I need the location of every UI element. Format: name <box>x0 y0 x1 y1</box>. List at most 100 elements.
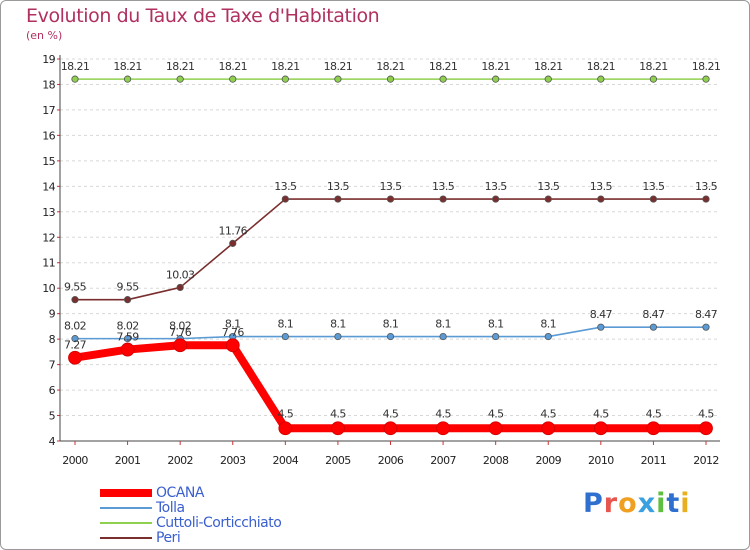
x-tick-label: 2006 <box>378 454 404 467</box>
data-point-ocana <box>331 421 345 436</box>
data-point-ocana <box>225 338 240 353</box>
data-label-peri: 9.55 <box>64 281 87 294</box>
data-point-peri <box>597 195 605 203</box>
data-label-cuttoli-corticchiato: 18.21 <box>376 60 405 73</box>
data-point-cuttoli-corticchiato <box>176 75 184 83</box>
data-label-tolla: 8.1 <box>383 318 399 331</box>
x-tick-label: 2008 <box>483 454 509 467</box>
data-point-peri <box>229 239 237 247</box>
data-label-peri: 13.5 <box>432 180 455 193</box>
data-point-ocana <box>488 421 503 436</box>
data-label-cuttoli-corticchiato: 18.21 <box>61 60 90 73</box>
data-label-peri: 13.5 <box>642 180 665 193</box>
data-label-peri: 13.5 <box>590 180 613 193</box>
x-tick-label: 2012 <box>693 454 719 467</box>
data-label-tolla: 8.1 <box>225 318 241 331</box>
legend-label-peri: Peri <box>156 529 181 546</box>
x-tick-label: 2011 <box>641 454 667 467</box>
legend-label-cuttoli-corticchiato: Cuttoli-Corticchiato <box>156 514 282 531</box>
legend-swatch-cuttoli-corticchiato <box>100 521 152 524</box>
data-label-cuttoli-corticchiato: 18.21 <box>271 60 300 73</box>
data-point-tolla <box>702 323 710 331</box>
data-point-ocana <box>646 421 661 436</box>
y-tick-label: 14 <box>42 180 55 193</box>
data-label-peri: 13.5 <box>379 180 402 193</box>
legend-label-ocana: OCANA <box>156 484 204 501</box>
y-tick-label: 10 <box>42 282 55 295</box>
data-label-ocana: 7.27 <box>64 339 87 352</box>
data-point-tolla <box>334 332 342 341</box>
series-line-peri <box>75 198 706 301</box>
data-label-tolla: 8.02 <box>117 320 139 333</box>
y-tick-label: 18 <box>42 78 55 91</box>
axis-layer: 4 5 6 7 8 9 10 11 12 13 14 15 16 17 18 19 2000 2001 2002 20… <box>42 53 720 467</box>
y-tick-label: 8 <box>49 333 56 346</box>
data-label-ocana: 4.5 <box>698 407 714 420</box>
data-label-peri: 13.5 <box>695 180 718 193</box>
legend-item-peri: Peri <box>100 529 281 546</box>
data-label-ocana: 4.5 <box>277 407 293 420</box>
y-tick-label: 5 <box>49 410 56 423</box>
data-label-ocana: 4.5 <box>435 407 451 420</box>
data-label-cuttoli-corticchiato: 18.21 <box>429 60 458 73</box>
data-point-ocana <box>173 338 188 353</box>
data-label-cuttoli-corticchiato: 18.21 <box>324 60 353 73</box>
x-tick-label: 2002 <box>167 454 193 467</box>
x-tick-label: 2003 <box>220 454 246 467</box>
data-point-ocana <box>699 421 713 436</box>
data-label-peri: 10.03 <box>166 268 195 281</box>
series-layer <box>68 75 713 436</box>
data-point-ocana <box>120 342 135 357</box>
data-label-cuttoli-corticchiato: 18.21 <box>219 60 248 73</box>
data-label-cuttoli-corticchiato: 18.21 <box>692 60 721 73</box>
y-tick-label: 17 <box>42 104 55 117</box>
data-label-ocana: 4.5 <box>593 407 609 420</box>
y-tick-label: 11 <box>42 257 55 270</box>
data-point-cuttoli-corticchiato <box>334 75 342 83</box>
data-point-cuttoli-corticchiato <box>439 75 447 83</box>
data-label-tolla: 8.02 <box>64 320 86 333</box>
data-label-ocana: 4.5 <box>646 407 662 420</box>
y-tick-label: 19 <box>42 53 55 66</box>
legend: OCANA Tolla Cuttoli-Corticchiato Peri <box>100 484 282 546</box>
data-point-tolla <box>123 335 132 343</box>
data-point-ocana <box>278 421 293 436</box>
data-point-cuttoli-corticchiato <box>544 75 552 83</box>
data-label-tolla: 8.47 <box>590 308 613 321</box>
chart-unit: (en %) <box>26 29 63 42</box>
data-point-tolla <box>597 323 605 331</box>
data-point-ocana <box>436 421 450 436</box>
data-label-tolla: 8.1 <box>540 318 556 331</box>
data-label-peri: 13.5 <box>274 180 297 193</box>
y-tick-label: 16 <box>42 129 55 142</box>
x-tick-label: 2000 <box>62 454 88 467</box>
data-point-cuttoli-corticchiato <box>386 75 395 83</box>
data-point-ocana <box>593 421 608 436</box>
data-point-peri <box>123 296 132 304</box>
data-point-peri <box>649 195 658 203</box>
data-point-peri <box>439 195 447 203</box>
data-label-ocana: 4.5 <box>540 407 556 420</box>
y-tick-label: 15 <box>42 155 55 168</box>
data-label-ocana: 7.76 <box>222 326 245 339</box>
data-point-tolla <box>544 332 552 341</box>
data-point-tolla <box>281 332 289 341</box>
data-label-cuttoli-corticchiato: 18.21 <box>113 60 142 73</box>
data-point-ocana <box>541 421 556 436</box>
data-label-peri: 13.5 <box>537 180 560 193</box>
data-point-cuttoli-corticchiato <box>123 75 132 83</box>
data-label-ocana: 7.76 <box>169 326 192 339</box>
data-label-tolla: 8.1 <box>330 318 346 331</box>
brand-logo: Proxiti <box>583 488 691 519</box>
data-point-peri <box>176 283 184 292</box>
x-tick-label: 2007 <box>430 454 456 467</box>
y-tick-label: 4 <box>49 435 56 448</box>
y-tick-label: 13 <box>42 206 55 219</box>
data-label-peri: 13.5 <box>485 180 508 193</box>
data-point-cuttoli-corticchiato <box>281 75 289 83</box>
data-label-tolla: 8.47 <box>642 308 665 321</box>
data-point-tolla <box>71 335 79 343</box>
data-point-cuttoli-corticchiato <box>597 75 605 83</box>
